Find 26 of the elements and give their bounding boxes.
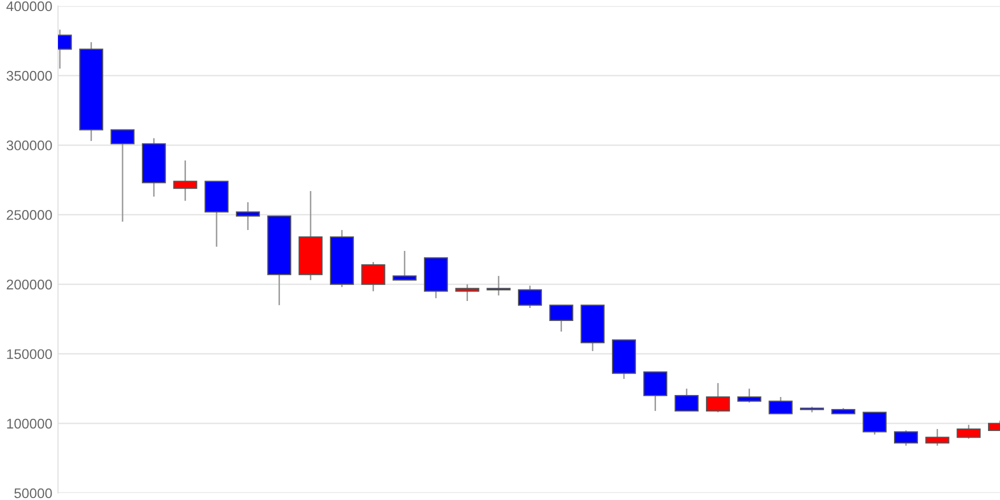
candlestick <box>894 430 918 446</box>
candlestick <box>956 424 981 440</box>
candlestick <box>361 261 386 292</box>
y-tick-label: 300000 <box>6 140 52 150</box>
candlestick <box>706 382 730 413</box>
candlestick <box>392 250 417 281</box>
candlestick <box>643 371 668 412</box>
y-tick-label: 350000 <box>6 70 52 81</box>
y-tick-label: 250000 <box>6 210 52 220</box>
candlestick <box>110 129 135 222</box>
candlestick <box>862 412 887 436</box>
candlestick <box>768 396 793 414</box>
y-tick-label: 150000 <box>7 349 52 360</box>
candlestick <box>737 388 762 404</box>
candlestick <box>549 304 574 332</box>
y-tick-label: 400000 <box>6 1 52 12</box>
y-tick-label: 200000 <box>6 280 52 290</box>
candlestick <box>236 201 260 231</box>
y-tick-label: 100000 <box>7 418 52 429</box>
candlestick <box>518 284 542 309</box>
candlestick <box>486 275 511 296</box>
candlestick <box>173 160 198 202</box>
candlestick <box>455 284 480 302</box>
candlestick <box>925 428 950 446</box>
candlestick <box>674 388 699 412</box>
y-tick-label: 50000 <box>14 488 52 498</box>
